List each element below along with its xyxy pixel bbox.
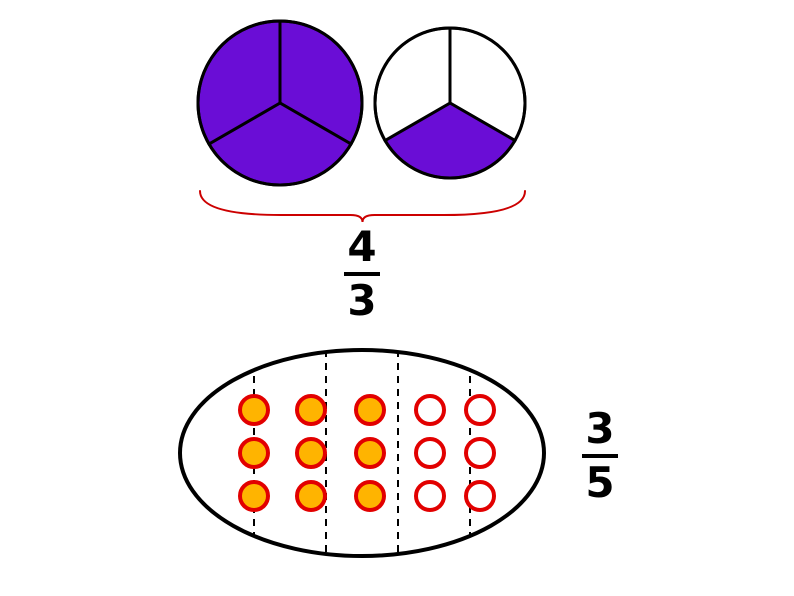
- dot-empty: [416, 396, 444, 424]
- dot-filled: [297, 439, 325, 467]
- dot-filled: [356, 482, 384, 510]
- dot-filled: [356, 439, 384, 467]
- dot-filled: [240, 439, 268, 467]
- dot-filled: [356, 396, 384, 424]
- dot-empty: [466, 482, 494, 510]
- dot-filled: [297, 482, 325, 510]
- dot-empty: [466, 396, 494, 424]
- dot-empty: [466, 439, 494, 467]
- numerator: 3: [585, 408, 614, 450]
- fraction-three-fifths: 3 5: [582, 408, 618, 504]
- dots-ellipse: [0, 0, 794, 596]
- dot-filled: [297, 396, 325, 424]
- dot-empty: [416, 482, 444, 510]
- dot-empty: [416, 439, 444, 467]
- denominator: 5: [585, 462, 614, 504]
- dot-filled: [240, 482, 268, 510]
- dot-filled: [240, 396, 268, 424]
